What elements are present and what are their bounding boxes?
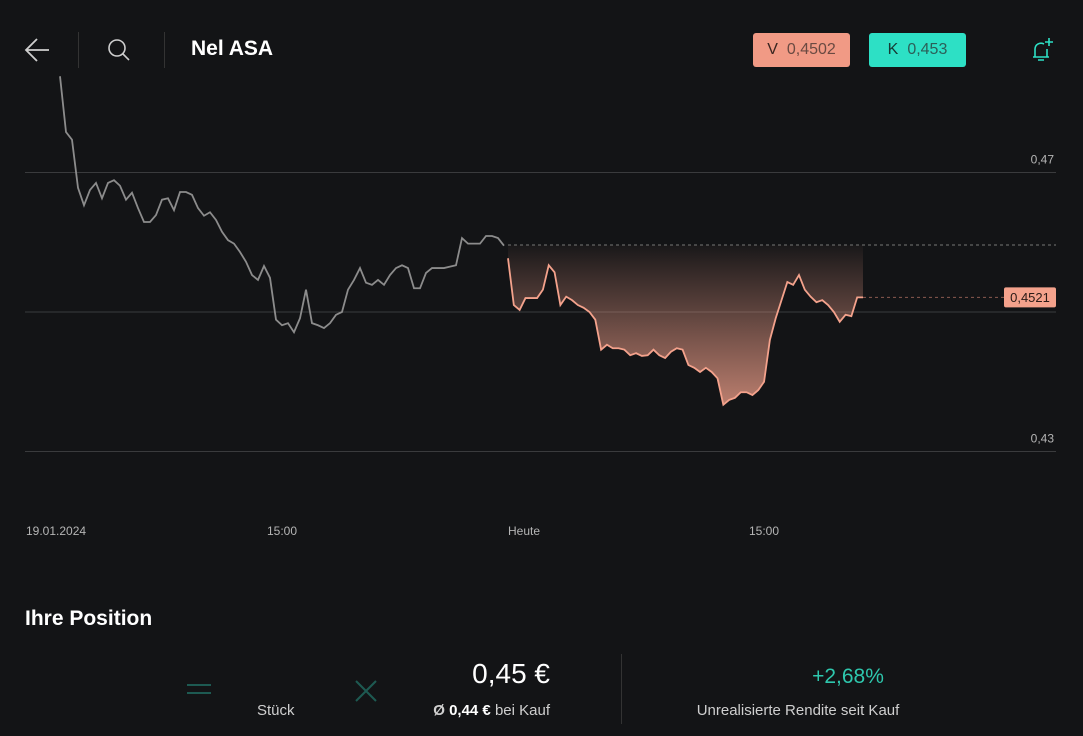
search-button[interactable] bbox=[107, 38, 133, 64]
return-label: Unrealisierte Rendite seit Kauf bbox=[696, 702, 900, 719]
sell-label: V bbox=[767, 41, 778, 58]
header: Nel ASA V 0,4502 K 0,453 bbox=[0, 0, 1083, 100]
price-line bbox=[507, 258, 863, 407]
buy-price: 0,453 bbox=[907, 41, 948, 58]
section-title: Ihre Position bbox=[25, 607, 153, 630]
alert-button[interactable] bbox=[1028, 36, 1056, 64]
y-tick-label: 0,47 bbox=[1031, 153, 1055, 167]
avg-price: Ø 0,44 € bei Kauf bbox=[380, 702, 550, 719]
y-tick-label: 0,43 bbox=[1031, 432, 1055, 446]
current-price-label: 0,4521 bbox=[1010, 290, 1050, 305]
divider bbox=[621, 654, 622, 724]
sell-price: 0,4502 bbox=[786, 41, 836, 58]
equals-icon bbox=[187, 684, 211, 694]
avg-suffix: bei Kauf bbox=[494, 702, 550, 719]
back-button[interactable] bbox=[22, 36, 52, 64]
sell-button[interactable]: V 0,4502 bbox=[753, 33, 850, 67]
times-icon bbox=[355, 680, 377, 702]
x-tick-label: Heute bbox=[508, 524, 540, 538]
quantity-label: Stück bbox=[257, 702, 295, 719]
position-price: 0,45 € bbox=[472, 658, 550, 689]
buy-button[interactable]: K 0,453 bbox=[869, 33, 966, 67]
x-tick-label: 15:00 bbox=[749, 524, 779, 538]
position-panel: Stück 0,45 € Ø 0,44 € bei Kauf +2,68% Un… bbox=[0, 650, 1083, 736]
price-chart: 0,47 0,43 19.01.2024 15:00 Heute 15:00 0,4521 bbox=[25, 76, 1056, 538]
today-area bbox=[508, 245, 863, 405]
title: Nel ASA bbox=[191, 37, 274, 60]
return-value: +2,68% bbox=[812, 665, 884, 688]
price-line bbox=[59, 76, 505, 335]
avg-symbol: Ø bbox=[433, 702, 445, 719]
x-tick-label: 15:00 bbox=[267, 524, 297, 538]
buy-label: K bbox=[887, 41, 899, 58]
divider bbox=[78, 32, 79, 68]
divider bbox=[164, 32, 165, 68]
current-price-badge bbox=[1004, 287, 1056, 308]
x-tick-label: 19.01.2024 bbox=[26, 524, 86, 538]
avg-value: 0,44 € bbox=[449, 702, 491, 719]
